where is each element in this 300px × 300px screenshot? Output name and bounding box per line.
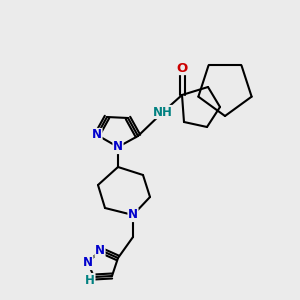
Text: NH: NH — [153, 106, 173, 118]
Text: H: H — [85, 274, 95, 286]
Text: N: N — [92, 128, 102, 142]
Text: N: N — [95, 244, 105, 256]
Text: N: N — [83, 256, 93, 269]
Text: N: N — [113, 140, 123, 154]
Text: N: N — [128, 208, 138, 221]
Text: O: O — [176, 61, 188, 74]
